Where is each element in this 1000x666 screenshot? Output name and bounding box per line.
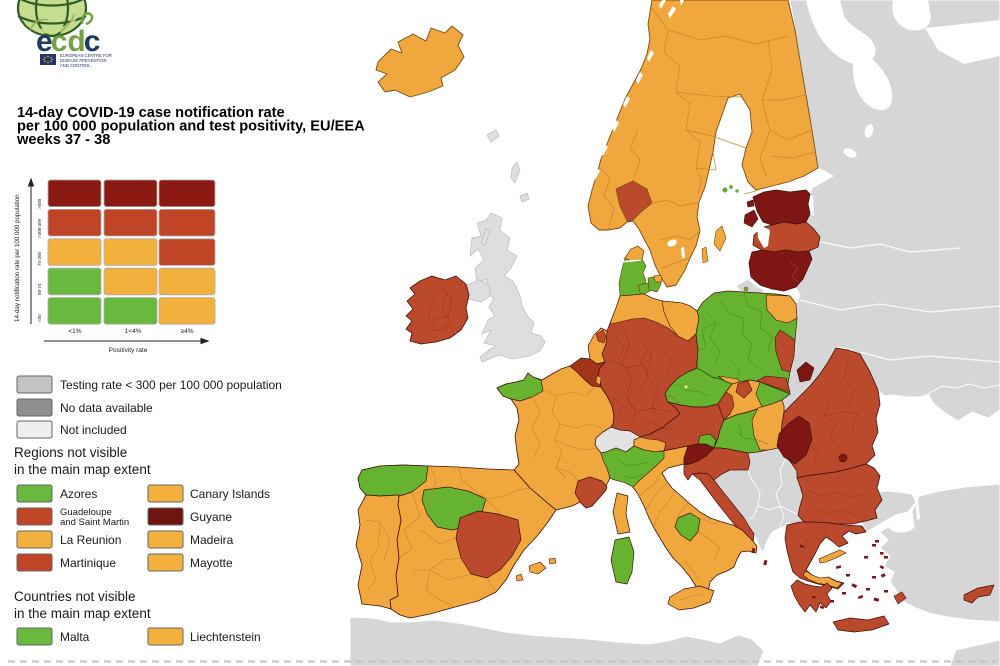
svg-text:Mayotte: Mayotte <box>190 556 233 570</box>
svg-text:Martinique: Martinique <box>60 556 116 570</box>
svg-text:14-day COVID-19 case notificat: 14-day COVID-19 case notification rate <box>17 105 285 121</box>
svg-text:75-200: 75-200 <box>37 251 42 266</box>
svg-text:1<4%: 1<4% <box>125 328 142 335</box>
svg-text:Not included: Not included <box>60 423 127 437</box>
svg-text:Guyane: Guyane <box>190 510 232 524</box>
svg-text:<1%: <1% <box>68 328 81 335</box>
svg-text:DISEASE PREVENTION: DISEASE PREVENTION <box>60 58 107 63</box>
svg-text:and Saint Martin: and Saint Martin <box>60 517 129 528</box>
svg-text:Canary Islands: Canary Islands <box>190 487 270 501</box>
svg-text:Positivity rate: Positivity rate <box>109 347 148 354</box>
svg-text:Liechtenstein: Liechtenstein <box>190 630 261 644</box>
svg-text:>500: >500 <box>37 198 42 209</box>
svg-text:≥4%: ≥4% <box>181 328 194 335</box>
svg-text:Guadeloupe: Guadeloupe <box>60 507 112 518</box>
svg-text:No data available: No data available <box>60 401 153 415</box>
svg-text:Countries not visible: Countries not visible <box>14 589 136 604</box>
svg-text:ecdc: ecdc <box>36 25 100 58</box>
svg-text:Testing rate < 300 per 100 000: Testing rate < 300 per 100 000 populatio… <box>60 378 282 392</box>
svg-text:Madeira: Madeira <box>190 533 234 547</box>
svg-text:per 100 000 population and tes: per 100 000 population and test positivi… <box>17 119 365 135</box>
svg-text:Regions not visible: Regions not visible <box>14 445 127 460</box>
svg-text:50-74: 50-74 <box>37 283 42 295</box>
svg-text:La Reunion: La Reunion <box>60 533 121 547</box>
svg-text:Azores: Azores <box>60 487 97 501</box>
svg-text:AND CONTROL: AND CONTROL <box>60 63 91 68</box>
svg-text:weeks 37 - 38: weeks 37 - 38 <box>16 132 110 148</box>
svg-text:EUROPEAN CENTRE FOR: EUROPEAN CENTRE FOR <box>60 53 112 58</box>
svg-text:in the main map extent: in the main map extent <box>14 606 151 621</box>
svg-text:Malta: Malta <box>60 630 90 644</box>
svg-text:<50: <50 <box>37 314 42 322</box>
svg-text:in the main map extent: in the main map extent <box>14 462 151 477</box>
svg-text:>200-499: >200-499 <box>37 218 42 238</box>
svg-text:14-day notification rate per 1: 14-day notification rate per 100 000 pop… <box>14 194 21 322</box>
